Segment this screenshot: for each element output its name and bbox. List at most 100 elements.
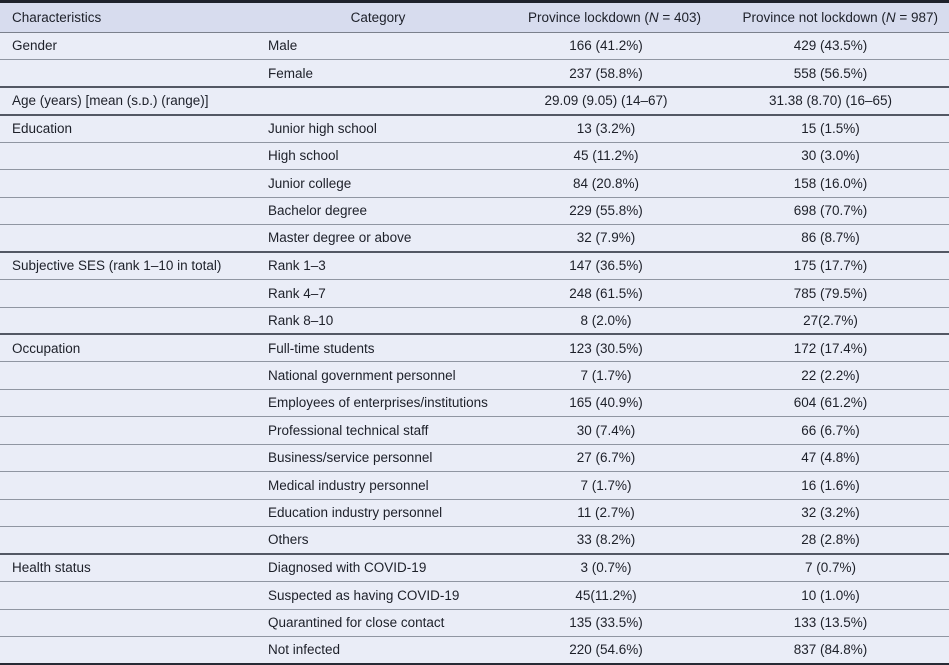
table-row: Subjective SES (rank 1–10 in total) Rank…	[0, 252, 949, 280]
category-cell: National government personnel	[268, 367, 456, 383]
lockdown-value-cell: 45(11.2%)	[575, 587, 637, 603]
header-lockdown-post: = 403)	[658, 9, 701, 25]
table-row: Not infected 220 (54.6%) 837 (84.8%)	[0, 636, 949, 664]
category-cell: Junior college	[268, 175, 352, 191]
not-lockdown-value-cell: 31.38 (8.70) (16–65)	[768, 93, 893, 109]
category-cell: Professional technical staff	[268, 422, 429, 438]
characteristic-cell	[0, 609, 256, 636]
lockdown-value-cell: 33 (8.2%)	[576, 532, 636, 548]
header-category: Category	[350, 9, 406, 25]
lockdown-value-cell: 165 (40.9%)	[569, 395, 643, 411]
category-cell: Full-time students	[268, 340, 375, 356]
not-lockdown-value-cell: 698 (70.7%)	[793, 203, 868, 219]
table-row: Medical industry personnel 7 (1.7%) 16 (…	[0, 471, 949, 500]
characteristic-cell	[0, 225, 256, 252]
lockdown-value-cell: 3 (0.7%)	[580, 560, 632, 576]
category-cell: Master degree or above	[268, 230, 412, 246]
not-lockdown-value-cell: 47 (4.8%)	[801, 450, 860, 466]
lockdown-value-cell: 7 (1.7%)	[580, 477, 632, 493]
characteristic-cell: Age (years) [mean (s.ᴅ.) (range)]	[12, 93, 209, 109]
lockdown-value-cell: 166 (41.2%)	[569, 38, 643, 54]
characteristic-cell	[0, 307, 256, 334]
not-lockdown-value-cell: 30 (3.0%)	[801, 148, 860, 164]
category-cell: High school	[268, 148, 339, 164]
characteristic-cell	[0, 582, 256, 609]
not-lockdown-value-cell: 175 (17.7%)	[793, 258, 868, 274]
not-lockdown-value-cell: 10 (1.0%)	[801, 587, 860, 603]
not-lockdown-value-cell: 7 (0.7%)	[804, 560, 857, 576]
table-row: Junior college 84 (20.8%) 158 (16.0%)	[0, 169, 949, 198]
lockdown-value-cell: 135 (33.5%)	[569, 614, 643, 630]
characteristic-cell	[0, 170, 256, 197]
characteristic-cell	[0, 280, 256, 307]
characteristic-cell	[0, 142, 256, 169]
not-lockdown-value-cell: 28 (2.8%)	[801, 532, 860, 548]
category-cell: Business/service personnel	[268, 450, 433, 466]
characteristic-cell	[0, 362, 256, 389]
table-row: Employees of enterprises/institutions 16…	[0, 389, 949, 417]
category-cell: Employees of enterprises/institutions	[268, 395, 488, 411]
not-lockdown-value-cell: 429 (43.5%)	[793, 38, 868, 54]
not-lockdown-value-cell: 172 (17.4%)	[793, 340, 868, 356]
category-cell: Rank 1–3	[268, 258, 326, 274]
category-cell: Female	[268, 65, 314, 81]
category-cell: Medical industry personnel	[268, 477, 429, 493]
header-lockdown-n: N	[648, 9, 659, 25]
table-row: Rank 8–10 8 (2.0%) 27(2.7%)	[0, 307, 949, 335]
table-row: Education Junior high school 13 (3.2%) 1…	[0, 114, 949, 143]
characteristic-cell	[0, 197, 256, 224]
table-header: Characteristics Category Province lockdo…	[0, 1, 949, 33]
category-cell: Rank 4–7	[268, 285, 326, 301]
category-cell: Rank 8–10	[268, 312, 334, 328]
header-not-lockdown-post: = 987)	[895, 9, 938, 25]
category-cell: Diagnosed with COVID-19	[268, 560, 427, 576]
characteristic-cell	[0, 499, 256, 526]
table-row: Bachelor degree 229 (55.8%) 698 (70.7%)	[0, 197, 949, 225]
lockdown-value-cell: 147 (36.5%)	[569, 258, 643, 274]
category-cell: Quarantined for close contact	[268, 614, 445, 630]
lockdown-value-cell: 7 (1.7%)	[580, 367, 632, 383]
category-cell: Not infected	[268, 642, 341, 658]
header-province-not-lockdown: Province not lockdown (N = 987)	[712, 2, 949, 33]
characteristic-cell	[0, 636, 256, 664]
header-province-lockdown: Province lockdown (N = 403)	[500, 2, 712, 33]
category-cell: Education industry personnel	[268, 505, 443, 521]
lockdown-value-cell: 123 (30.5%)	[569, 340, 643, 356]
not-lockdown-value-cell: 604 (61.2%)	[793, 395, 868, 411]
header-characteristics: Characteristics	[12, 9, 102, 25]
category-cell: Bachelor degree	[268, 203, 368, 219]
table-row: Business/service personnel 27 (6.7%) 47 …	[0, 444, 949, 472]
lockdown-value-cell: 237 (58.8%)	[569, 65, 643, 81]
characteristic-cell	[0, 444, 256, 471]
lockdown-value-cell: 32 (7.9%)	[576, 230, 636, 246]
not-lockdown-value-cell: 837 (84.8%)	[793, 642, 868, 658]
not-lockdown-value-cell: 15 (1.5%)	[801, 121, 860, 137]
table-row: Professional technical staff 30 (7.4%) 6…	[0, 416, 949, 445]
table-row: High school 45 (11.2%) 30 (3.0%)	[0, 142, 949, 170]
table-body: Gender Male 166 (41.2%) 429 (43.5%) Fema…	[0, 32, 949, 664]
table-row: Quarantined for close contact 135 (33.5%…	[0, 609, 949, 637]
not-lockdown-value-cell: 785 (79.5%)	[793, 285, 868, 301]
lockdown-value-cell: 27 (6.7%)	[576, 450, 636, 466]
not-lockdown-value-cell: 133 (13.5%)	[793, 614, 868, 630]
characteristic-cell: Subjective SES (rank 1–10 in total)	[12, 258, 222, 274]
table-row: Occupation Full-time students 123 (30.5%…	[0, 334, 949, 362]
category-cell: Male	[268, 38, 298, 54]
header-lockdown-pre: Province lockdown (	[528, 9, 649, 25]
category-cell: Suspected as having COVID-19	[268, 587, 460, 603]
lockdown-value-cell: 248 (61.5%)	[569, 285, 643, 301]
not-lockdown-value-cell: 16 (1.6%)	[801, 477, 860, 493]
category-cell: Junior high school	[268, 121, 377, 137]
table-row: Others 33 (8.2%) 28 (2.8%)	[0, 526, 949, 555]
table-row: Master degree or above 32 (7.9%) 86 (8.7…	[0, 224, 949, 253]
lockdown-value-cell: 229 (55.8%)	[569, 203, 643, 219]
header-row: Characteristics Category Province lockdo…	[0, 1, 949, 33]
category-cell	[256, 87, 500, 114]
lockdown-value-cell: 220 (54.6%)	[569, 642, 643, 658]
not-lockdown-value-cell: 32 (3.2%)	[801, 505, 860, 521]
not-lockdown-value-cell: 158 (16.0%)	[793, 175, 868, 191]
characteristic-cell: Occupation	[12, 340, 81, 356]
table-row: Rank 4–7 248 (61.5%) 785 (79.5%)	[0, 279, 949, 308]
characteristic-cell	[0, 527, 256, 554]
